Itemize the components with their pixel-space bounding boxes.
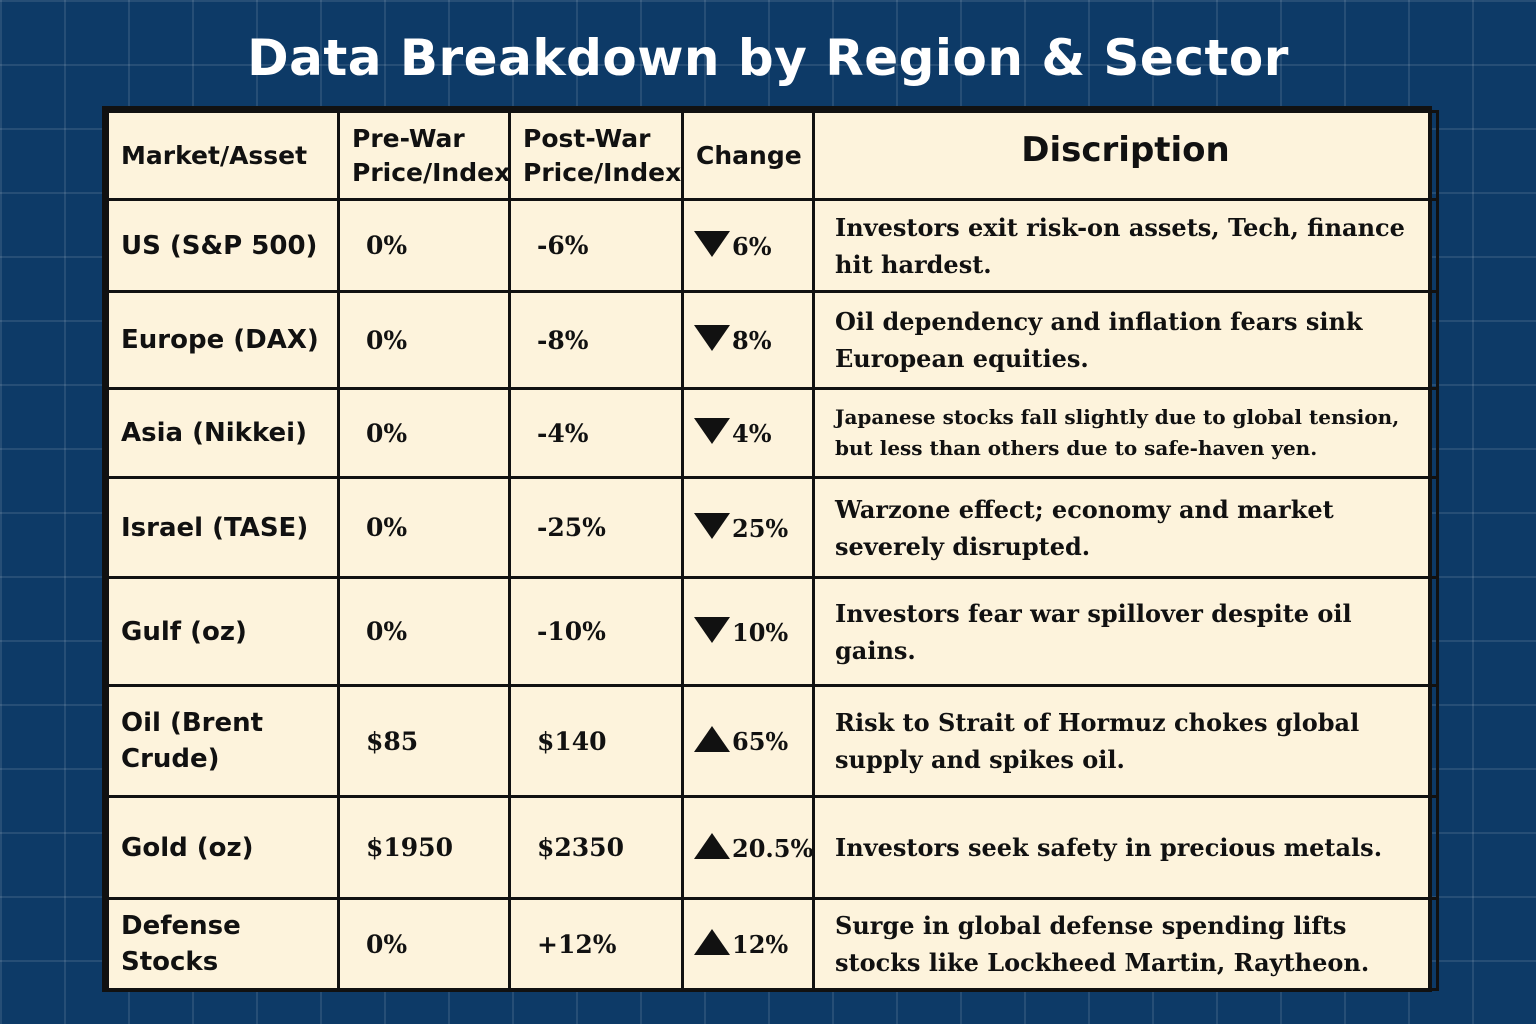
change-cell: 65% [681, 684, 815, 798]
change-cell: 12% [681, 897, 815, 991]
post-war-cell: -8% [508, 290, 684, 390]
triangle-down-icon [694, 616, 730, 643]
asset-cell: Asia (Nikkei) [106, 387, 340, 479]
column-header-asset: Market/Asset [106, 110, 340, 201]
page-title: Data Breakdown by Region & Sector [247, 29, 1289, 87]
description-cell: Japanese stocks fall slightly due to glo… [812, 387, 1439, 479]
table-row: Defense Stocks 0% +12% 12% Surge in glob… [106, 897, 1439, 991]
table-row: Europe (DAX) 0% -8% 8% Oil dependency an… [106, 290, 1439, 390]
table-row: Asia (Nikkei) 0% -4% 4% Japanese stocks … [106, 387, 1439, 479]
triangle-up-icon [694, 929, 730, 955]
change-value: 4% [732, 419, 772, 448]
description-cell: Warzone effect; economy and market sever… [812, 476, 1439, 579]
pre-war-cell: $1950 [337, 795, 511, 900]
table-row: US (S&P 500) 0% -6% 6% Investors exit ri… [106, 198, 1439, 293]
change-value: 65% [732, 727, 789, 756]
asset-cell: Israel (TASE) [106, 476, 340, 579]
column-header-change: Change [681, 110, 815, 201]
post-war-cell: -10% [508, 576, 684, 687]
triangle-up-icon [694, 726, 730, 752]
change-cell: 10% [681, 576, 815, 687]
post-war-cell: -4% [508, 387, 684, 479]
asset-cell: Oil (Brent Crude) [106, 684, 340, 798]
post-war-cell: $2350 [508, 795, 684, 900]
column-header-pre-war: Pre-War Price/Index [337, 110, 511, 201]
table-header-row: Market/Asset Pre-War Price/Index Post-Wa… [106, 110, 1439, 201]
pre-war-cell: 0% [337, 290, 511, 390]
pre-war-cell: 0% [337, 576, 511, 687]
change-value: 12% [732, 930, 789, 959]
description-cell: Investors fear war spillover despite oil… [812, 576, 1439, 687]
asset-cell: Europe (DAX) [106, 290, 340, 390]
triangle-down-icon [694, 418, 730, 444]
change-cell: 6% [681, 198, 815, 293]
table-row: Israel (TASE) 0% -25% 25% Warzone effect… [106, 476, 1439, 579]
column-header-post-war: Post-War Price/Index [508, 110, 684, 201]
data-table-container: Market/Asset Pre-War Price/Index Post-Wa… [102, 106, 1439, 992]
pre-war-cell: $85 [337, 684, 511, 798]
pre-war-cell: 0% [337, 476, 511, 579]
asset-cell: Gulf (oz) [106, 576, 340, 687]
description-cell: Oil dependency and inflation fears sink … [812, 290, 1439, 390]
table-row: Oil (Brent Crude) $85 $140 65% Risk to S… [106, 684, 1439, 798]
table-row: Gulf (oz) 0% -10% 10% Investors fear war… [106, 576, 1439, 687]
post-war-cell: -25% [508, 476, 684, 579]
description-cell: Investors seek safety in precious metals… [812, 795, 1439, 900]
triangle-down-icon [694, 512, 730, 539]
asset-cell: Defense Stocks [106, 897, 340, 991]
triangle-down-icon [694, 230, 730, 257]
pre-war-cell: 0% [337, 897, 511, 991]
triangle-up-icon [694, 832, 730, 859]
post-war-cell: +12% [508, 897, 684, 991]
column-header-description: Discription [812, 110, 1439, 201]
change-value: 25% [732, 513, 789, 543]
post-war-cell: -6% [508, 198, 684, 293]
triangle-down-icon [694, 325, 730, 351]
change-value: 6% [732, 231, 772, 261]
table-row: Gold (oz) $1950 $2350 20.5% Investors se… [106, 795, 1439, 900]
change-value: 20.5% [732, 833, 814, 863]
change-value: 10% [732, 617, 789, 647]
change-cell: 4% [681, 387, 815, 479]
change-value: 8% [732, 326, 772, 355]
description-cell: Surge in global defense spending lifts s… [812, 897, 1439, 991]
pre-war-cell: 0% [337, 387, 511, 479]
post-war-cell: $140 [508, 684, 684, 798]
asset-cell: US (S&P 500) [106, 198, 340, 293]
change-cell: 8% [681, 290, 815, 390]
asset-cell: Gold (oz) [106, 795, 340, 900]
change-cell: 25% [681, 476, 815, 579]
pre-war-cell: 0% [337, 198, 511, 293]
change-cell: 20.5% [681, 795, 815, 900]
description-cell: Risk to Strait of Hormuz chokes global s… [812, 684, 1439, 798]
data-table: Market/Asset Pre-War Price/Index Post-Wa… [106, 110, 1439, 991]
description-cell: Investors exit risk-on assets, Tech, fin… [812, 198, 1439, 293]
